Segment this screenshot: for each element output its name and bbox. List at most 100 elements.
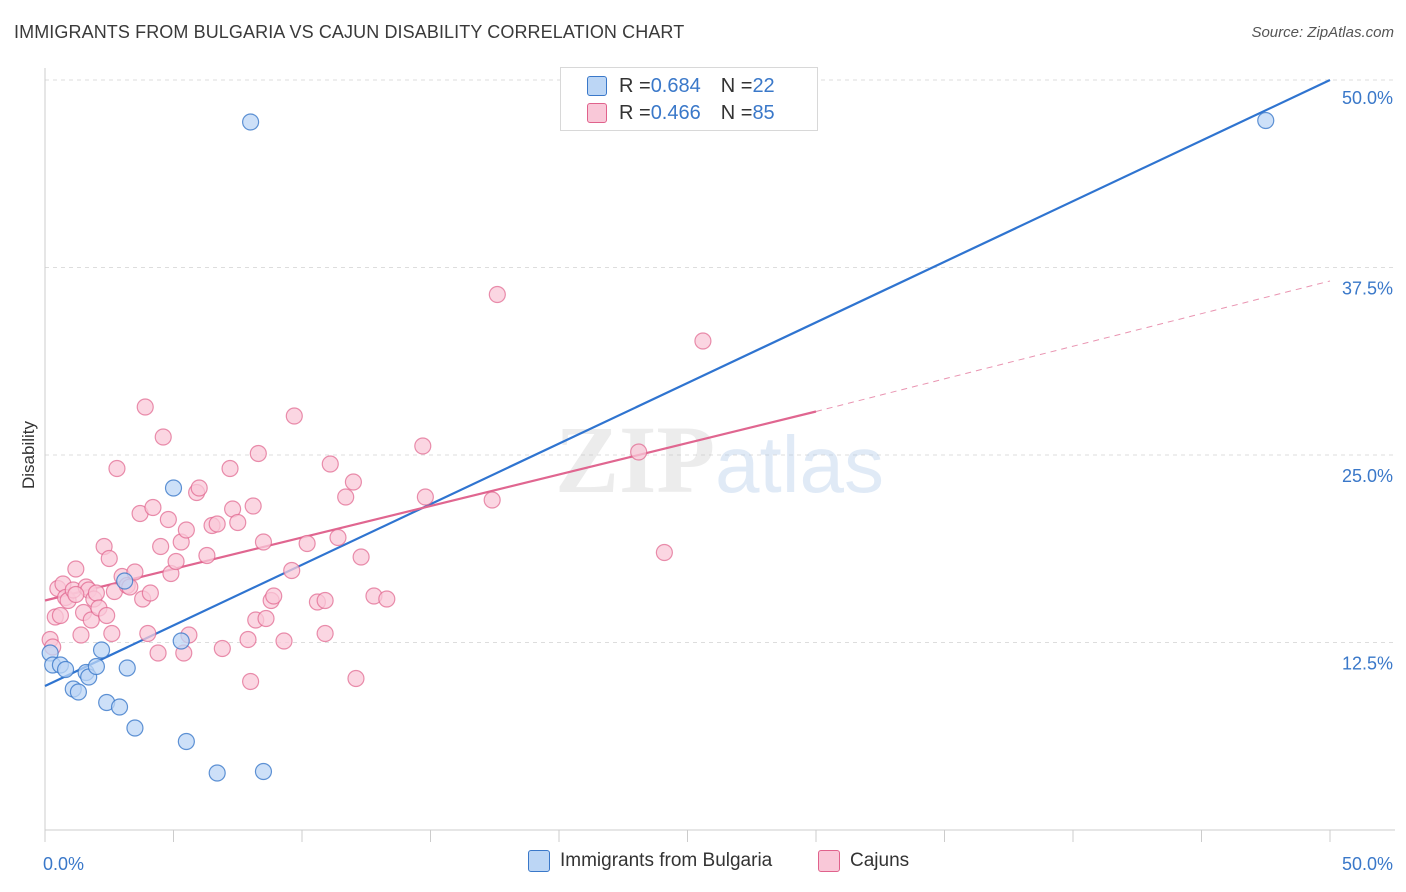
cajuns-point [221, 459, 239, 478]
cajuns-point [630, 443, 648, 461]
y-tick-label: 12.5% [1342, 654, 1393, 674]
bulgaria-point [172, 632, 190, 650]
cajuns-point [329, 528, 347, 547]
cajuns-point [244, 497, 262, 515]
bulgaria-point [69, 683, 88, 701]
cajuns-point [213, 639, 231, 658]
r-value: 0.684 [650, 74, 701, 97]
y-axis-label: Disability [19, 420, 38, 489]
n-label: N = [720, 101, 753, 124]
cajuns-point [239, 630, 257, 649]
cajuns-point [242, 672, 260, 691]
cajuns-point [316, 624, 334, 643]
cajuns-point [347, 669, 365, 688]
cajuns-point [159, 510, 177, 529]
bulgaria-point [116, 572, 134, 590]
cajuns-point [298, 534, 316, 553]
n-label: N = [720, 74, 753, 97]
bulgaria-point [177, 732, 195, 751]
cajuns-point [416, 488, 434, 506]
bulgaria-point [56, 660, 75, 679]
cajuns-point [483, 491, 501, 509]
tick-labels: 12.5% 25.0% 37.5% 50.0% 0.0% 50.0% [43, 88, 1393, 874]
cajuns-point [198, 546, 216, 565]
bulgaria-point [87, 657, 106, 676]
legend-swatch-pink [818, 850, 840, 872]
cajuns-point [249, 444, 267, 463]
watermark-atlas: atlas [715, 420, 884, 509]
trend-lines [44, 79, 1331, 687]
cajuns-point [655, 543, 673, 562]
bulgaria-point [254, 762, 273, 781]
chart-title: IMMIGRANTS FROM BULGARIA VS CAJUN DISABI… [14, 22, 685, 42]
r-label: R = [619, 74, 651, 97]
legend-row-bulgaria: R = 0.684 N = 22 [587, 73, 775, 99]
bulgaria-point [242, 113, 260, 131]
cajuns-point [265, 587, 283, 605]
bulgaria-point [110, 698, 129, 716]
cajuns-point [149, 644, 167, 662]
cajuns-point [177, 521, 195, 539]
cajuns-point [337, 488, 355, 506]
cajuns-point [100, 549, 118, 568]
cajuns-point [316, 591, 334, 610]
bulgaria-point [92, 641, 111, 659]
cajuns-point [67, 560, 85, 578]
x-tick-label: 50.0% [1342, 854, 1393, 874]
cajuns-point [285, 407, 303, 425]
cajuns-point [87, 584, 106, 602]
cajuns-point [208, 515, 226, 533]
cajuns-point [136, 398, 154, 416]
legend-swatch-blue [528, 850, 550, 872]
r-label: R = [619, 101, 651, 124]
cajuns-point [254, 533, 273, 551]
cajuns-point [344, 473, 362, 491]
n-value: 85 [752, 101, 775, 124]
bulgaria-point [1257, 111, 1275, 130]
cajuns-point [108, 459, 126, 478]
cajuns-point [190, 479, 208, 497]
cajuns-point [98, 606, 116, 625]
cajuns-point [152, 537, 170, 556]
cajuns-point [283, 561, 301, 580]
bulgaria-trend-line [44, 79, 1331, 687]
cajuns-point [103, 624, 121, 643]
y-tick-label: 25.0% [1342, 466, 1393, 486]
bulgaria-point [126, 719, 144, 737]
bulgaria-points [41, 111, 1275, 782]
r-value: 0.466 [650, 101, 701, 124]
y-tick-label: 50.0% [1342, 88, 1393, 108]
legend-item-bulgaria: Immigrants from Bulgaria [528, 850, 772, 872]
cajuns-point [141, 584, 159, 602]
x-tick-label: 0.0% [43, 854, 84, 874]
y-tick-label: 37.5% [1342, 279, 1393, 299]
cajuns-point [275, 632, 293, 650]
cajuns-point [694, 332, 712, 350]
axes [44, 68, 1395, 842]
cajuns-point [488, 285, 506, 304]
n-value: 22 [752, 74, 775, 97]
cajuns-point [67, 585, 85, 604]
bulgaria-point [118, 659, 136, 677]
cajuns-point [154, 428, 172, 446]
bulgaria-point [208, 764, 226, 782]
cajuns-point [167, 552, 185, 571]
legend-label-bulgaria: Immigrants from Bulgaria [560, 850, 773, 871]
cajuns-point [144, 498, 162, 517]
cajuns-trend-extension [815, 280, 1331, 412]
correlation-legend: R = 0.684 N = 22 R = 0.466 N = 85 [560, 67, 818, 131]
cajuns-point [72, 626, 90, 644]
cajuns-points [41, 285, 712, 691]
cajuns-point [51, 606, 70, 625]
legend-swatch-pink [587, 103, 607, 123]
cajuns-point [82, 611, 100, 629]
legend-swatch-blue [587, 76, 607, 96]
grid-lines [45, 79, 1395, 643]
cajuns-point [321, 455, 339, 473]
legend-label-cajuns: Cajuns [850, 850, 910, 871]
legend-row-cajuns: R = 0.466 N = 85 [587, 100, 775, 126]
bulgaria-point [164, 479, 183, 497]
watermark: ZIP atlas [555, 406, 884, 513]
cajuns-point [414, 437, 432, 455]
